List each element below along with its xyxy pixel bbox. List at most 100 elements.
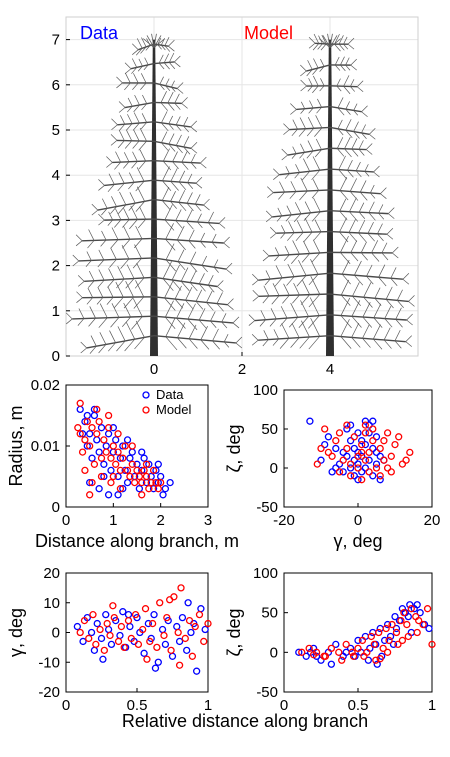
tree-twig [181, 151, 188, 163]
tree-twig [117, 140, 125, 149]
tree-twig [347, 43, 355, 50]
data-point-data [104, 491, 113, 499]
tree-twig [200, 162, 207, 169]
tree-twig [118, 129, 125, 141]
tree-twig [402, 272, 410, 280]
tree-twig [380, 187, 387, 194]
tree-twig [377, 233, 384, 242]
tree-twig [165, 239, 176, 251]
tree-twig [336, 85, 342, 92]
tree-twig [356, 80, 364, 87]
x-tick-label: 2 [156, 512, 164, 529]
tree-twig [144, 57, 149, 66]
tree-branch [84, 276, 155, 283]
data-point-data [354, 448, 362, 457]
tree-twig [132, 122, 140, 131]
tree-twig [127, 106, 133, 113]
tree-twig [217, 286, 224, 292]
tree-twig [164, 297, 176, 311]
tree-twig [134, 337, 145, 350]
tree-twig [362, 337, 371, 348]
data-point-model [376, 444, 384, 453]
tree-twig [116, 278, 125, 289]
tree-twig [134, 238, 143, 249]
data-point-data [346, 464, 355, 472]
tree-twig [235, 336, 243, 344]
data-point-data [157, 472, 165, 481]
tree-twig [165, 223, 174, 240]
tree-twig [362, 302, 371, 318]
data-point-data [350, 472, 358, 480]
tree-twig [181, 103, 188, 109]
data-point-data [350, 444, 358, 453]
tree-twig [198, 283, 206, 292]
data-point-data [73, 622, 82, 631]
tree-twig [339, 190, 349, 201]
tree-twig [118, 101, 126, 108]
tree-twig [135, 280, 145, 298]
data-point-data [100, 460, 108, 468]
data-point-data [354, 476, 362, 484]
tree-twig [334, 43, 341, 52]
data-point-model [80, 616, 89, 625]
data-point-data [354, 429, 362, 437]
tree-twig [353, 110, 359, 116]
tree-twig [338, 35, 344, 45]
tree-twig [394, 340, 402, 349]
tree-twig [183, 146, 191, 155]
data-point-data [138, 466, 146, 475]
tree-twig [213, 266, 219, 273]
tree-twig [296, 275, 307, 287]
tree-twig [97, 259, 105, 268]
tree-twig [161, 122, 169, 132]
tree-twig [320, 78, 325, 86]
x-tick-label: 0 [280, 697, 288, 714]
tree-twig [366, 264, 373, 277]
tree-twig [122, 219, 130, 228]
tree-twig [390, 267, 397, 279]
tree-twig [286, 205, 292, 215]
tree-twig [164, 279, 174, 299]
tree-twig [252, 290, 260, 297]
tree-twig [344, 148, 352, 158]
tree-twig [135, 48, 143, 56]
data-point-model [95, 417, 103, 426]
tree-twig [140, 46, 147, 54]
data-point-model [343, 444, 351, 453]
tree-twig [314, 149, 322, 158]
y-tick-label: 3 [52, 212, 60, 229]
tree-twig [373, 317, 383, 328]
tree-twig [314, 219, 322, 232]
tree-twig [352, 282, 360, 297]
tree-twig [364, 164, 369, 172]
y-axis-label: ζ, deg [224, 425, 244, 473]
tree-twig [207, 274, 214, 286]
tree-twig [290, 181, 297, 192]
tree-twig [157, 44, 162, 50]
tree-twig [135, 225, 143, 240]
tree-twig [378, 264, 386, 278]
data-point-model [358, 448, 366, 457]
tree-twig [406, 313, 413, 321]
tree-twig [110, 206, 117, 215]
y-tick-label: 0.01 [31, 438, 60, 455]
tree-twig [102, 198, 108, 209]
tree-twig [131, 316, 143, 330]
tree-twig [174, 61, 181, 68]
data-point-model [163, 613, 171, 622]
data-point-model [81, 436, 89, 444]
tree-twig [180, 281, 190, 292]
data-point-model [387, 468, 395, 476]
tree-twig [210, 311, 216, 322]
data-point-model [175, 661, 184, 669]
tree-twig [171, 279, 182, 291]
tree-twig [248, 320, 256, 326]
axes-frame [283, 389, 433, 508]
data-point-model [188, 652, 197, 660]
data-point-model [305, 644, 313, 653]
tree-twig [365, 149, 373, 155]
data-point-model [141, 605, 150, 613]
tree-twig [172, 161, 179, 169]
tree-twig [336, 137, 344, 149]
tree-twig [291, 153, 297, 159]
